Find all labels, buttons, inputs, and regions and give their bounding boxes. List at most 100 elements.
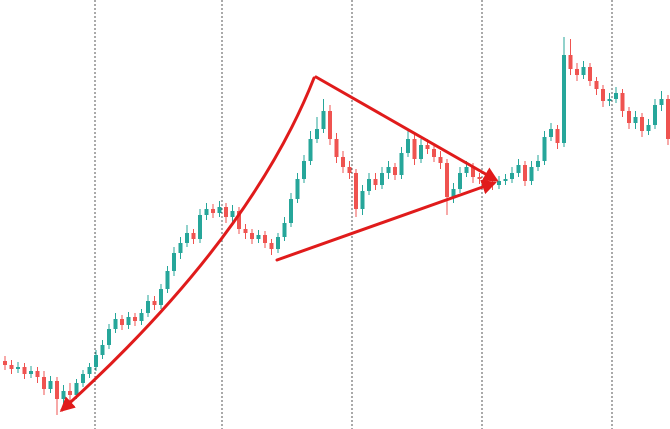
candle-body [74,383,79,395]
candle-body [308,139,313,161]
candle-body [601,89,605,101]
vertical-grid [94,0,613,429]
candle-body [575,69,579,75]
candle-body [347,167,352,173]
candle-body [633,117,638,123]
candle-body [334,139,339,157]
candle-body [568,55,573,69]
candle-body [484,179,488,183]
candle-body [399,153,404,175]
candle-body [61,391,66,399]
candle-body [438,157,443,163]
candle-body [133,317,137,321]
candle-body [646,125,651,131]
candle-body [523,165,527,181]
candle-body [594,81,599,89]
candle-body [22,367,27,374]
candle-body [243,229,248,233]
candle-body [224,207,228,217]
candle-body [581,67,586,75]
candle-body [542,137,547,161]
candle-body [263,235,267,243]
trend-arrow [59,76,316,413]
candle-body [373,179,378,185]
candle-body [432,149,436,157]
candle-body [172,253,176,271]
candle-body [35,371,40,377]
candle-body [87,367,92,374]
candle-body [419,145,423,159]
candle-body [497,181,501,185]
candle-body [328,111,332,139]
candle-body [607,99,612,101]
candle-body [614,93,618,99]
candle-body [412,139,417,159]
candle-body [666,99,670,139]
candle-body [367,179,371,191]
candle-body [354,173,358,209]
candle-body [276,237,280,249]
candle-body [250,233,254,239]
candle-body [185,233,189,243]
candle-body [321,111,326,129]
candle-body [282,223,287,237]
candle-body [107,329,111,345]
candle-body [620,93,625,111]
candle-body [113,319,118,329]
candle-body [55,381,59,399]
candle-body [360,191,365,209]
candle-body [100,345,105,355]
candle-body [211,209,215,213]
triangle-upper-line [314,75,499,182]
candle-body [94,355,98,367]
candles [3,37,670,415]
candle-body [529,167,534,181]
candle-body [159,289,163,305]
candle-body [198,215,202,239]
candle-body [549,129,553,137]
candle-body [406,139,410,153]
candle-body [516,165,521,173]
candle-body [458,173,462,189]
candle-body [178,243,183,253]
candle-body [464,167,469,173]
candle-body [393,167,397,175]
candle-body [139,313,144,321]
candle-body [29,371,33,374]
candle-body [341,157,345,167]
candle-body [302,161,306,179]
candle-body [16,367,20,369]
candle-body [503,179,508,181]
candle-body [445,163,449,197]
candle-body [295,179,300,199]
candle-body [510,173,514,179]
candle-body [48,381,53,389]
candle-body [146,301,150,313]
candle-body [477,177,482,179]
candle-body [380,173,384,185]
candle-body [588,67,592,81]
candle-body [269,243,274,249]
candle-body [230,211,235,217]
candle-body [555,129,560,143]
annotations [59,75,499,413]
candle-body [152,301,157,305]
candle-body [191,233,196,239]
candle-body [659,99,664,105]
candle-body [237,211,241,229]
candle-body [562,55,566,143]
candle-body [289,199,293,223]
candle-body [315,129,319,139]
triangle-lower-line [275,179,497,262]
candle-body [81,374,85,383]
candle-body [256,235,261,239]
candle-body [120,319,124,325]
candle-body [653,105,657,125]
candle-body [68,391,72,395]
candle-body [536,161,540,167]
candle-body [451,189,456,197]
candle-body [627,111,631,123]
candle-body [217,207,222,213]
candle-body [165,271,170,289]
